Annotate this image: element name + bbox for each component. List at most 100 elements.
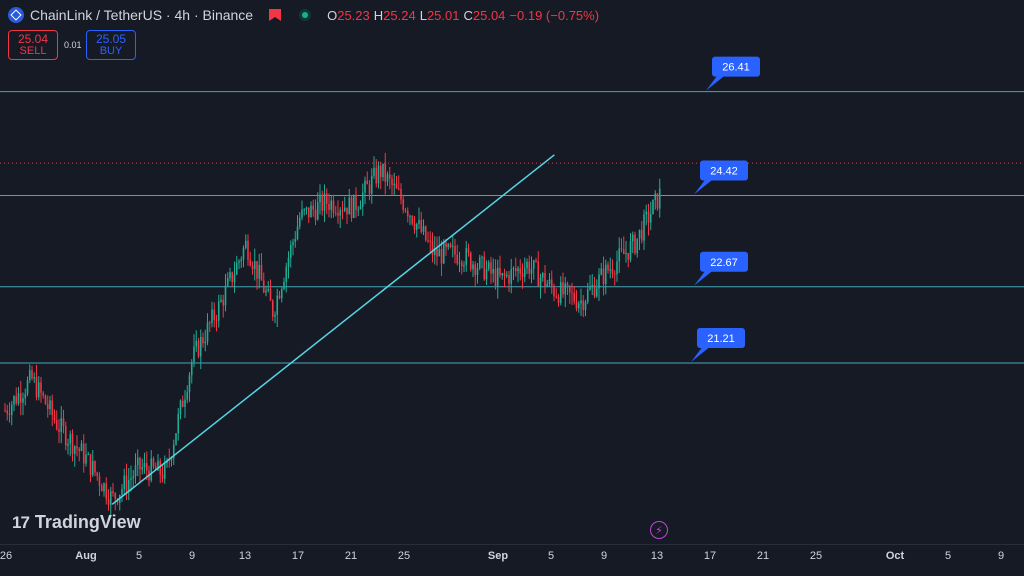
candle-body	[247, 240, 249, 260]
ohlc-values: O25.23 H25.24 L25.01 C25.04 −0.19 (−0.75…	[327, 8, 599, 23]
candle-body	[476, 268, 479, 276]
candle-body	[289, 245, 292, 258]
candle-body	[206, 322, 209, 342]
trend-line[interactable]	[111, 154, 555, 505]
candle-body	[265, 290, 267, 293]
candle-body	[339, 210, 342, 216]
sell-button[interactable]: 25.04 SELL	[8, 30, 58, 60]
candle-body	[312, 205, 315, 210]
candle-body	[195, 340, 198, 347]
level-label-2[interactable]: 22.67	[694, 251, 748, 286]
candle-body	[323, 193, 326, 211]
candle-body	[577, 303, 580, 309]
candle-body	[483, 256, 486, 280]
candle-body	[71, 434, 74, 454]
level-label-0[interactable]: 26.41	[706, 56, 760, 91]
candle-body	[121, 489, 123, 495]
market-status-icon[interactable]	[299, 9, 312, 21]
candle-body	[555, 296, 558, 298]
candle-body	[586, 289, 589, 302]
chart-header: ChainLink / TetherUS · 4h · Binance O25.…	[8, 4, 599, 26]
candle-body	[226, 278, 229, 286]
candle-body	[400, 188, 402, 200]
candle-body	[91, 461, 94, 476]
level-label-3[interactable]: 21.21	[691, 327, 745, 362]
buy-button[interactable]: 25.05 BUY	[86, 30, 136, 60]
candle-body	[343, 207, 346, 211]
candle-body	[433, 248, 436, 256]
tradingview-logo[interactable]: 17 TradingView	[12, 512, 141, 533]
flag-icon[interactable]	[269, 9, 282, 21]
candle-body	[584, 301, 587, 311]
candle-body	[310, 205, 312, 218]
candle-body	[562, 282, 564, 295]
tradingview-logo-icon: 17	[12, 512, 30, 532]
candle-body	[510, 268, 513, 284]
candle-body	[541, 273, 544, 278]
candle-body	[301, 209, 303, 218]
candle-body	[240, 259, 243, 262]
level-label-text: 21.21	[707, 333, 735, 345]
candle-body	[296, 226, 299, 240]
symbol-title[interactable]: ChainLink / TetherUS · 4h · Binance	[30, 7, 254, 23]
candle-body	[616, 261, 618, 275]
candle-body	[647, 211, 650, 223]
candle-body	[31, 370, 33, 379]
candle-body	[593, 284, 596, 297]
spread-value: 0.01	[64, 40, 82, 50]
candle-body	[112, 491, 114, 494]
candle-body	[305, 207, 308, 210]
candle-body	[431, 240, 434, 256]
candle-body	[328, 203, 330, 210]
ohlc-change: −0.19 (−0.75%)	[509, 7, 600, 23]
candle-body	[186, 392, 189, 400]
lightning-icon[interactable]: ⚡	[650, 521, 668, 539]
candle-body	[591, 284, 594, 288]
candle-body	[208, 322, 211, 324]
candle-body	[391, 178, 393, 186]
candle-body	[386, 174, 389, 182]
x-tick-label: 25	[397, 550, 411, 562]
candle-body	[274, 314, 276, 317]
candle-body	[276, 295, 279, 315]
x-tick-label: 26	[0, 550, 13, 562]
candle-body	[181, 400, 184, 407]
candle-body	[503, 273, 506, 276]
candle-body	[404, 210, 407, 212]
candle-body	[361, 192, 364, 207]
candle-body	[341, 210, 344, 212]
candle-body	[42, 392, 45, 396]
candle-body	[505, 274, 508, 276]
candle-body	[451, 245, 454, 247]
candle-body	[634, 234, 636, 254]
candle-body	[8, 413, 11, 416]
candle-body	[271, 300, 274, 317]
candle-body	[64, 426, 67, 446]
level-label-1[interactable]: 24.42	[694, 160, 748, 195]
candle-body	[440, 249, 443, 264]
candle-body	[609, 269, 612, 271]
x-tick-label: 21	[344, 550, 358, 562]
candle-body	[80, 443, 83, 451]
candle-body	[303, 209, 306, 211]
candle-body	[130, 478, 132, 480]
candle-body	[157, 460, 159, 471]
candle-body	[94, 461, 96, 473]
x-axis[interactable]: 26 Aug 5 9 13 17 21 25 Sep 5 9 13 17 21 25 Oct 5 9	[0, 546, 1024, 566]
candle-body	[15, 396, 18, 404]
candle-body	[78, 448, 81, 451]
candle-body	[85, 454, 87, 464]
candle-body	[548, 279, 551, 284]
candles	[4, 152, 661, 518]
candle-body	[521, 273, 524, 277]
candle-body	[224, 285, 227, 306]
level-labels: 26.41 24.42 22.67 21.21	[691, 56, 760, 362]
candle-body	[143, 463, 146, 468]
candle-body	[13, 396, 15, 405]
candle-body	[190, 362, 193, 376]
candle-body	[294, 239, 297, 243]
label-pointer	[694, 178, 714, 195]
candle-body	[287, 257, 290, 267]
candle-body	[73, 446, 76, 454]
